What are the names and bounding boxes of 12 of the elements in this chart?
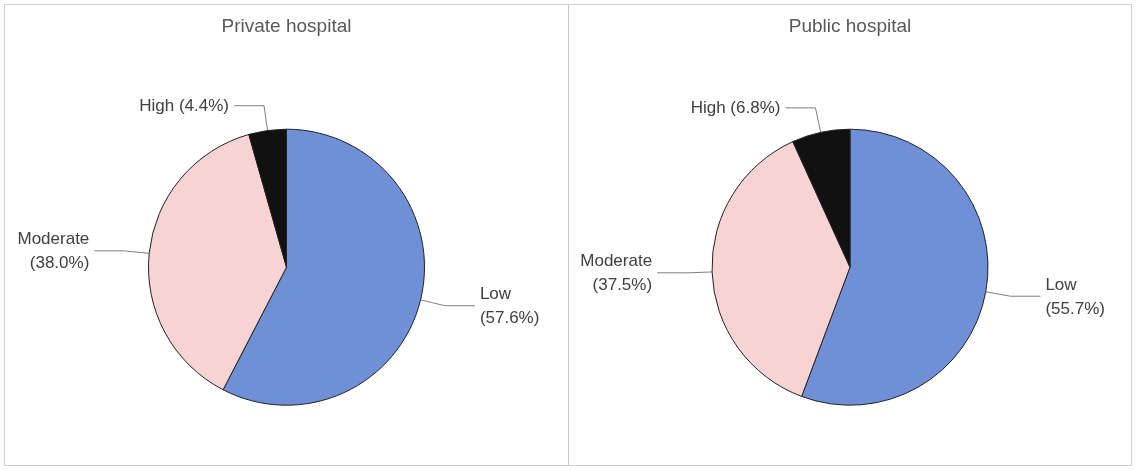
data-label: (38.0%): [29, 253, 90, 273]
slice-label: Low: [479, 284, 512, 304]
slice-label: Low: [1045, 274, 1078, 294]
slice-label: Moderate: [580, 251, 653, 271]
slice-label: High (4.4%): [139, 96, 230, 116]
data-label: (55.7%): [1045, 298, 1105, 318]
data-label: (37.5%): [592, 275, 653, 295]
slice-label: High (6.8%): [690, 98, 781, 118]
chart-title: Private hospital: [221, 15, 352, 36]
slice-label: Moderate: [17, 229, 90, 249]
data-label: (57.6%): [479, 308, 540, 328]
chart-title: Public hospital: [788, 15, 912, 36]
